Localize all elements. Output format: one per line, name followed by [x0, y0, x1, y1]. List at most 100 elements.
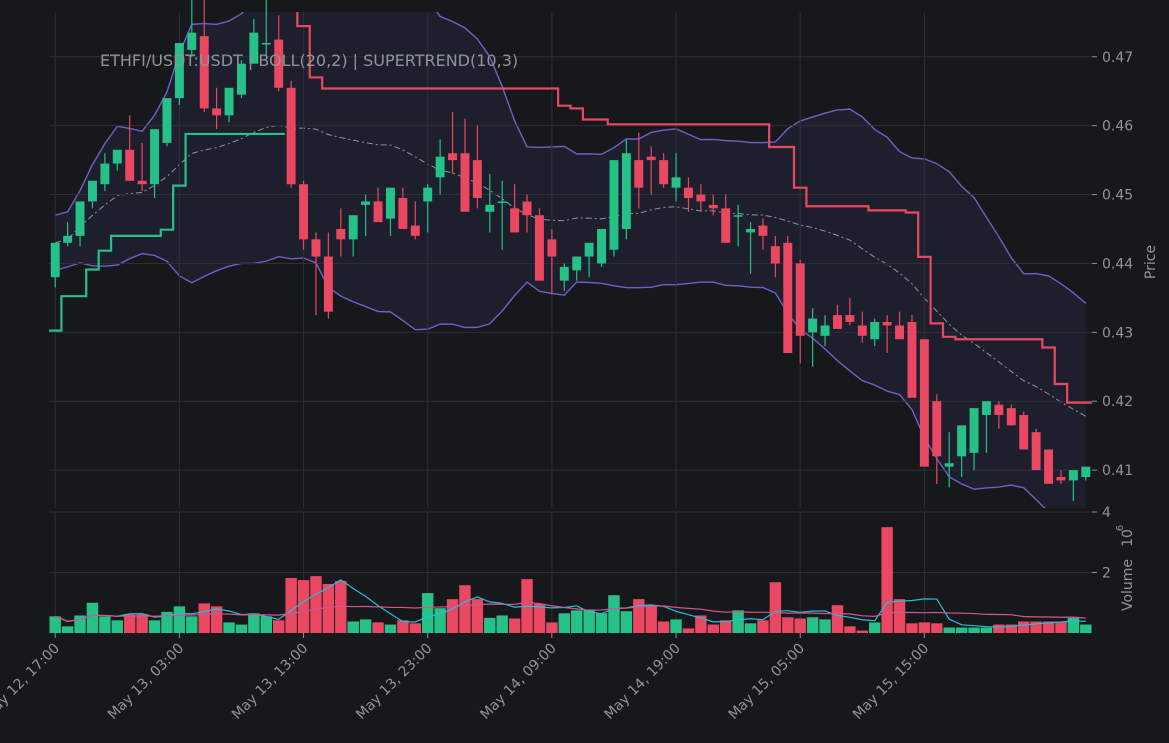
- volume-bar-69: [906, 623, 918, 633]
- candle-79: [1031, 428, 1041, 471]
- candle-body: [224, 87, 234, 116]
- volume-bar-26: [372, 622, 384, 633]
- candle-73: [957, 425, 967, 477]
- volume-bar-10: [173, 606, 186, 633]
- candle-50: [671, 153, 681, 202]
- candle-body: [448, 153, 458, 161]
- candle-72: [944, 432, 954, 488]
- candle-39: [534, 208, 544, 281]
- candle-body: [1006, 408, 1016, 426]
- candle-body: [373, 201, 383, 223]
- candle-36: [497, 180, 507, 250]
- volume-bar-61: [806, 617, 819, 633]
- volume-axis-multiplier: 10: [1120, 529, 1136, 547]
- volume-bar-56: [744, 623, 757, 633]
- price-tick-label-0: 0.41: [1102, 463, 1133, 479]
- supertrend-segment-0: [49, 132, 285, 332]
- candle-49: [659, 153, 669, 188]
- volume-bar-24: [347, 621, 359, 633]
- volume-bar-62: [819, 619, 831, 633]
- volume-ma-slow-line: [54, 601, 1086, 622]
- candle-42: [572, 256, 582, 281]
- candle-58: [770, 235, 780, 278]
- candle-body: [199, 36, 209, 109]
- volume-bar-45: [608, 595, 620, 633]
- candle-body: [708, 204, 718, 209]
- bollinger-bands: [55, 12, 1087, 508]
- volume-bar-60: [794, 618, 806, 633]
- volume-tick-label-0: 2: [1102, 566, 1111, 582]
- volume-bar-8: [148, 620, 161, 633]
- candle-12: [199, 0, 209, 112]
- volume-bar-63: [831, 605, 844, 633]
- candle-body: [75, 201, 85, 236]
- candle-body: [696, 194, 706, 202]
- volume-bar-12: [198, 603, 210, 633]
- candle-64: [845, 297, 855, 326]
- candle-51: [683, 177, 693, 212]
- candle-41: [559, 263, 569, 291]
- candle-body: [187, 32, 197, 50]
- volume-bar-68: [893, 599, 906, 633]
- candle-7: [137, 142, 147, 192]
- candle-28: [398, 187, 408, 229]
- volume-bar-29: [409, 623, 422, 633]
- candle-body: [919, 339, 929, 467]
- bollinger-upper-band: [55, 12, 1087, 304]
- price-tick-label-3: 0.44: [1102, 256, 1133, 272]
- volume-bar-35: [484, 617, 496, 633]
- candle-26: [373, 187, 383, 223]
- candle-body: [820, 325, 830, 336]
- candle-20: [299, 180, 309, 250]
- volume-bar-2: [74, 615, 86, 633]
- candle-body: [50, 242, 60, 278]
- candle-55: [733, 204, 743, 247]
- candle-body: [212, 108, 222, 116]
- volume-bar-55: [732, 610, 744, 633]
- candle-16: [249, 18, 259, 64]
- candle-70: [919, 339, 929, 467]
- candle-1: [63, 222, 73, 247]
- volume-bar-41: [558, 613, 571, 633]
- price-tick-label-6: 0.47: [1102, 50, 1133, 66]
- candle-69: [907, 315, 917, 398]
- volume-bar-64: [844, 626, 856, 633]
- candle-9: [162, 98, 172, 147]
- candle-13: [212, 87, 222, 130]
- candle-body: [174, 43, 184, 99]
- candle-body: [634, 160, 644, 188]
- candle-body: [746, 229, 756, 233]
- candle-body: [795, 263, 805, 336]
- candle-body: [112, 149, 122, 164]
- price-tick-label-2: 0.43: [1102, 325, 1133, 341]
- candle-74: [969, 408, 979, 471]
- candle-body: [770, 246, 780, 264]
- candle-body: [758, 225, 768, 236]
- candle-54: [721, 194, 731, 243]
- candle-body: [659, 160, 669, 185]
- volume-bar-20: [297, 580, 310, 633]
- volume-bar-4: [99, 616, 111, 633]
- candle-6: [125, 115, 135, 181]
- candle-body: [808, 318, 818, 333]
- candle-body: [485, 204, 495, 212]
- candle-48: [646, 146, 656, 195]
- candle-27: [385, 187, 395, 236]
- candle-25: [361, 194, 371, 236]
- volume-tick-label-1: 4: [1102, 505, 1111, 521]
- candle-40: [547, 229, 557, 295]
- volume-bar-82: [1067, 617, 1080, 633]
- volume-bar-76: [993, 624, 1005, 633]
- candle-83: [1081, 466, 1091, 481]
- candle-body: [981, 401, 991, 415]
- candle-body: [323, 256, 333, 312]
- candle-11: [187, 0, 197, 57]
- volume-bar-23: [335, 580, 347, 633]
- candle-body: [572, 256, 582, 271]
- bollinger-band-fill: [55, 12, 1086, 508]
- volume-bar-0: [49, 616, 61, 633]
- volume-bar-30: [421, 593, 434, 633]
- candle-body: [845, 315, 855, 322]
- volume-bar-47: [633, 599, 645, 633]
- volume-bar-66: [868, 622, 881, 633]
